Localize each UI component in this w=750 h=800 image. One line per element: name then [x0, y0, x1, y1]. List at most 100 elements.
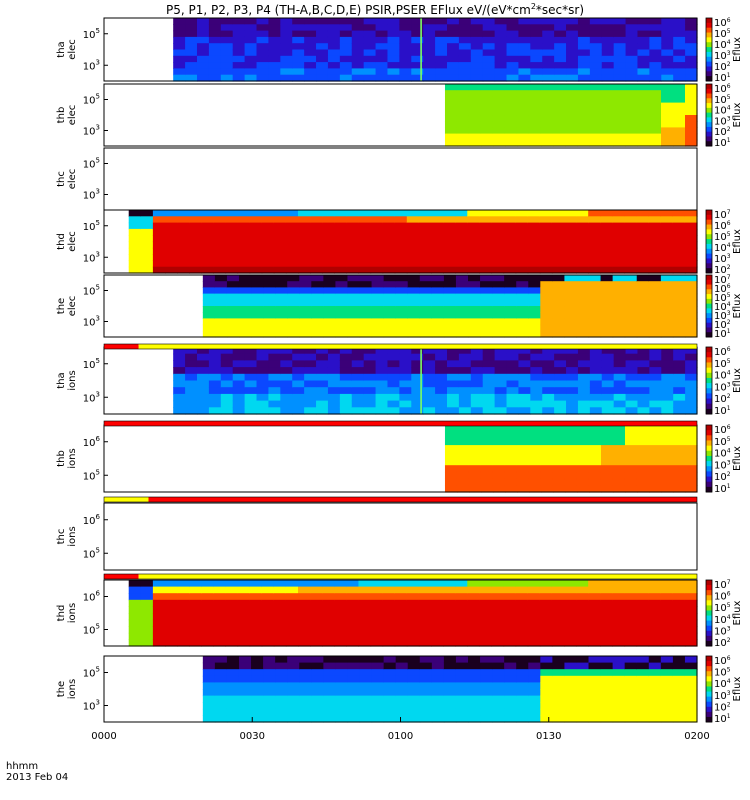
- heatmap-cell: [249, 210, 263, 217]
- heatmap-cell: [685, 465, 698, 473]
- heatmap-cell: [311, 695, 324, 703]
- heatmap-cell: [351, 353, 365, 361]
- heatmap-cell: [564, 281, 578, 288]
- heatmap-cell: [358, 626, 372, 634]
- heatmap-cell: [684, 299, 698, 307]
- heatmap-cell: [430, 247, 444, 255]
- flag-segment-thc-ions: [104, 497, 149, 502]
- heatmap-cell: [468, 465, 482, 473]
- heatmap-cell: [395, 708, 409, 716]
- heatmap-cell: [335, 324, 349, 332]
- heatmap-cell: [261, 210, 275, 217]
- heatmap-cell: [564, 102, 578, 110]
- heatmap-cell: [185, 74, 198, 82]
- heatmap-cell: [232, 387, 246, 395]
- heatmap-cell: [208, 55, 222, 63]
- heatmap-cell: [685, 30, 698, 38]
- heatmap-cell: [347, 715, 361, 723]
- heatmap-cell: [322, 228, 335, 236]
- heatmap-cell: [648, 222, 662, 230]
- heatmap-cell: [214, 293, 228, 301]
- heatmap-cell: [287, 318, 300, 326]
- colorbar-swatch: [706, 481, 712, 488]
- heatmap-cell: [539, 626, 553, 634]
- heatmap-cell: [589, 55, 603, 63]
- heatmap-cell: [479, 241, 493, 249]
- heatmap-cell: [214, 662, 228, 670]
- heatmap-cell: [612, 96, 626, 104]
- heatmap-cell: [589, 62, 603, 69]
- heatmap-cell: [566, 68, 579, 76]
- heatmap-cell: [395, 312, 409, 319]
- colorbar-tick-label: 106: [714, 220, 731, 232]
- heatmap-cell: [588, 689, 602, 697]
- heatmap-cell: [515, 228, 529, 236]
- heatmap-cell: [339, 74, 353, 82]
- heatmap-cell: [273, 210, 287, 217]
- heatmap-cell: [551, 210, 565, 217]
- heatmap-cell: [494, 367, 508, 375]
- heatmap-cell: [358, 266, 372, 274]
- heatmap-cell: [612, 312, 626, 319]
- heatmap-cell: [480, 708, 493, 716]
- heatmap-cell: [516, 702, 529, 710]
- heatmap-cell: [189, 241, 202, 249]
- heatmap-cell: [347, 689, 361, 697]
- heatmap-cell: [435, 68, 448, 76]
- heatmap-cell: [685, 96, 698, 104]
- heatmap-cell: [491, 254, 505, 261]
- colorbar-tick-label: 105: [714, 28, 731, 40]
- heatmap-cell: [322, 235, 335, 243]
- heatmap-cell: [528, 471, 542, 480]
- heatmap-cell: [152, 216, 166, 224]
- heatmap-cell: [339, 30, 353, 38]
- heatmap-cell: [600, 287, 614, 295]
- heatmap-cell: [467, 639, 480, 647]
- heatmap-cell: [419, 669, 433, 677]
- heatmap-cell: [443, 247, 456, 255]
- colorbar-swatch: [706, 393, 712, 400]
- heatmap-cell: [455, 241, 468, 249]
- heatmap-cell: [297, 210, 311, 217]
- heatmap-cell: [456, 431, 470, 439]
- heatmap-cell: [418, 599, 432, 607]
- heatmap-cell: [394, 266, 408, 274]
- colorbar-swatch: [706, 322, 712, 328]
- heatmap-cell: [492, 318, 505, 326]
- heatmap-cell: [542, 36, 555, 44]
- heatmap-cell: [399, 393, 412, 402]
- heatmap-cell: [443, 708, 457, 716]
- colorbar-swatch: [706, 248, 712, 255]
- heatmap-cell: [625, 387, 639, 395]
- heatmap-cell: [528, 669, 541, 677]
- heatmap-cell: [407, 675, 421, 683]
- heatmap-cell: [249, 235, 263, 243]
- heatmap-cell: [540, 306, 553, 313]
- heatmap-cell: [443, 266, 456, 274]
- heatmap-cell: [479, 228, 493, 236]
- heatmap-cell: [261, 639, 275, 647]
- heatmap-cell: [624, 682, 638, 690]
- heatmap-cell: [492, 485, 506, 493]
- heatmap-cell: [468, 330, 481, 338]
- heatmap-cell: [214, 682, 228, 690]
- heatmap-cell: [232, 400, 246, 408]
- heatmap-cell: [518, 407, 531, 415]
- heatmap-cell: [660, 293, 674, 301]
- heatmap-cell: [503, 632, 517, 640]
- heatmap-cell: [411, 62, 424, 69]
- heatmap-cell: [468, 133, 482, 141]
- colorbar-swatch: [706, 398, 712, 405]
- heatmap-cell: [292, 68, 305, 76]
- heatmap-cell: [613, 30, 627, 38]
- heatmap-cell: [304, 62, 317, 69]
- heatmap-cell: [419, 299, 433, 307]
- heatmap-cell: [418, 632, 432, 640]
- heatmap-cell: [285, 254, 299, 261]
- heatmap-cell: [383, 318, 397, 326]
- heatmap-cell: [287, 293, 300, 301]
- heatmap-cell: [251, 324, 264, 332]
- heatmap-cell: [299, 656, 312, 664]
- heatmap-cell: [515, 586, 529, 594]
